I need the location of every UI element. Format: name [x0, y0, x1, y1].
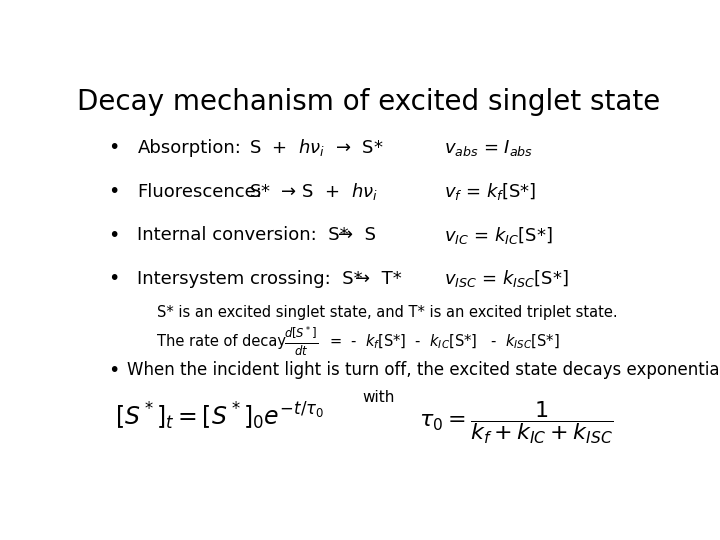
Text: $v_{abs}$ = $I_{abs}$: $v_{abs}$ = $I_{abs}$	[444, 138, 534, 158]
Text: S*  → S  +  $h\nu_i$: S* → S + $h\nu_i$	[249, 181, 378, 202]
Text: Internal conversion:  S*: Internal conversion: S*	[138, 226, 349, 244]
Text: S  +  $h\nu_i$  →  S*: S + $h\nu_i$ → S*	[249, 138, 384, 158]
Text: •: •	[108, 269, 119, 288]
Text: $[S^*]_t = [S^*]_0 e^{-t/\tau_0}$: $[S^*]_t = [S^*]_0 e^{-t/\tau_0}$	[115, 401, 324, 432]
Text: •: •	[108, 226, 119, 245]
Text: =  -  $k_f$[S*]  -  $k_{IC}$[S*]   -  $k_{ISC}$[S*]: = - $k_f$[S*] - $k_{IC}$[S*] - $k_{ISC}$…	[329, 332, 559, 350]
Text: •: •	[108, 138, 119, 158]
Text: →  S: → S	[338, 226, 377, 244]
Text: Absorption:: Absorption:	[138, 139, 241, 157]
Text: The rate of decay: The rate of decay	[157, 334, 286, 349]
Text: Fluorescence:: Fluorescence:	[138, 183, 262, 201]
Text: S* is an excited singlet state, and T* is an excited triplet state.: S* is an excited singlet state, and T* i…	[157, 305, 618, 320]
Text: $\frac{d[S^*]}{dt}$: $\frac{d[S^*]}{dt}$	[284, 325, 318, 358]
Text: •: •	[108, 182, 119, 201]
Text: Decay mechanism of excited singlet state: Decay mechanism of excited singlet state	[77, 87, 661, 116]
Text: •: •	[108, 361, 119, 380]
Text: $\tau_0 = \dfrac{1}{k_f + k_{IC} + k_{ISC}}$: $\tau_0 = \dfrac{1}{k_f + k_{IC} + k_{IS…	[419, 399, 614, 446]
Text: $v_f$ = $k_f$[S*]: $v_f$ = $k_f$[S*]	[444, 181, 536, 202]
Text: $v_{IC}$ = $k_{IC}$[S*]: $v_{IC}$ = $k_{IC}$[S*]	[444, 225, 553, 246]
Text: →  T*: → T*	[355, 270, 402, 288]
Text: When the incident light is turn off, the excited state decays exponentially:: When the incident light is turn off, the…	[127, 361, 720, 380]
Text: $v_{ISC}$ = $k_{ISC}$[S*]: $v_{ISC}$ = $k_{ISC}$[S*]	[444, 268, 569, 289]
Text: with: with	[362, 390, 395, 405]
Text: Intersystem crossing:  S*: Intersystem crossing: S*	[138, 270, 363, 288]
